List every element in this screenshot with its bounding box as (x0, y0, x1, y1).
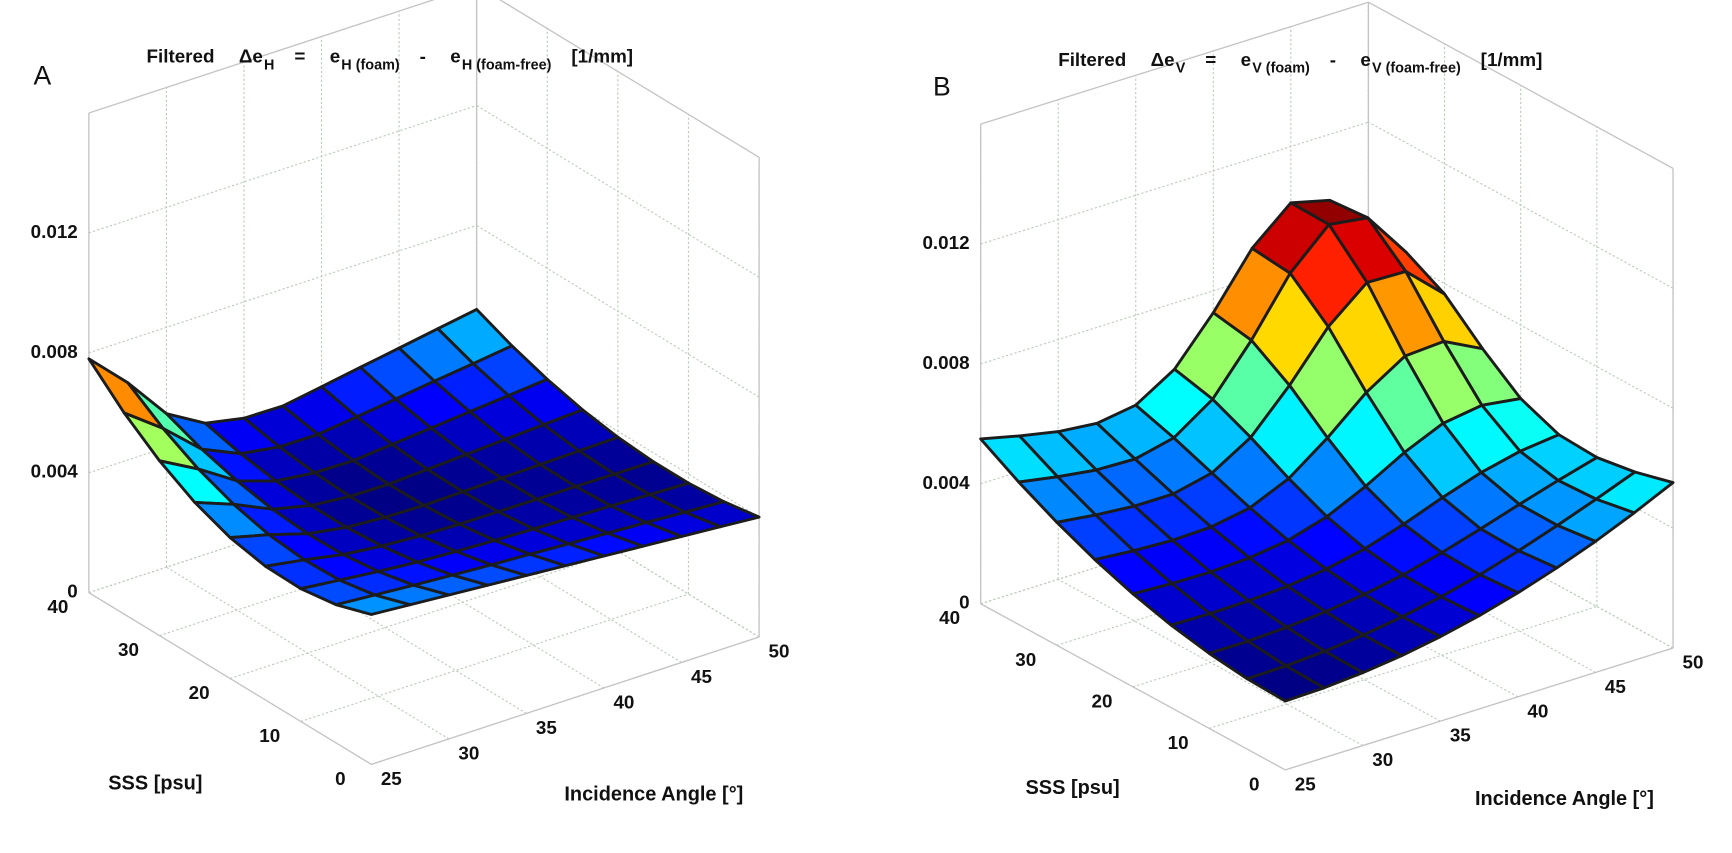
z-tick-label: 0 (67, 581, 77, 602)
title-part: e (330, 46, 340, 67)
title-part: V (1176, 60, 1186, 76)
title-part: - (1330, 49, 1336, 70)
title-part: Filtered (1058, 49, 1126, 70)
y-tick-label: 20 (189, 682, 210, 703)
title-part: H (264, 57, 274, 73)
x-tick-label: 50 (769, 640, 790, 661)
grid-line (88, 224, 477, 354)
x-tick-label: 50 (1682, 652, 1703, 673)
box-edge (1368, 1, 1674, 169)
z-tick-label: 0.008 (922, 352, 969, 373)
box-edge (980, 603, 1286, 771)
surface-face (1245, 664, 1326, 703)
panel-label: B (933, 72, 951, 102)
y-tick-label: 20 (1091, 690, 1112, 711)
y-axis-label: SSS [psu] (1026, 777, 1120, 799)
box-edge (1285, 647, 1674, 771)
title-part: [1/mm] (571, 46, 633, 67)
x-axis-label: Incidence Angle [°] (564, 784, 743, 806)
box-edge (88, 592, 372, 765)
grid-line (1368, 121, 1674, 289)
title-part: V (foam-free) (1372, 60, 1461, 76)
title-part: = (294, 46, 305, 67)
y-tick-label: 0 (335, 768, 345, 789)
box-edge (88, 0, 435, 114)
title-part: Δe (1151, 49, 1175, 70)
x-axis-label: Incidence Angle [°] (1475, 788, 1654, 810)
x-tick-label: 25 (1295, 773, 1316, 794)
grid-line (88, 104, 477, 234)
y-axis-label: SSS [psu] (108, 773, 202, 795)
title-part: [1/mm] (1481, 49, 1543, 70)
y-tick-label: 30 (1015, 649, 1036, 670)
title-part: H (foam-free) (462, 57, 552, 73)
x-tick-label: 40 (1527, 700, 1548, 721)
grid-line (476, 105, 760, 278)
z-tick-label: 0 (959, 592, 969, 613)
title-part: e (450, 46, 460, 67)
grid-line (300, 593, 689, 722)
surface-face (87, 357, 165, 430)
box-edge (499, 0, 760, 158)
y-tick-label: 10 (259, 725, 280, 746)
title-part: = (1205, 49, 1216, 70)
grid-line (229, 550, 619, 680)
title-part: V (foam) (1252, 60, 1310, 76)
x-tick-label: 30 (1372, 749, 1393, 770)
title-part: H (foam) (341, 57, 400, 73)
chart-title: Filtered ΔeV = eV (foam) - eV (foam-free) [1/m… (1058, 49, 1542, 77)
y-tick-label: 0 (1249, 773, 1259, 794)
x-tick-label: 35 (1450, 725, 1471, 746)
grid-line (476, 224, 760, 398)
z-tick-label: 0.008 (31, 341, 78, 362)
x-tick-label: 30 (458, 742, 479, 763)
title-part: - (420, 46, 426, 67)
title-part: e (1360, 49, 1370, 70)
z-tick-label: 0.012 (31, 221, 78, 242)
title-part: Δe (239, 46, 263, 67)
y-tick-label: 40 (939, 607, 960, 628)
grid-line (1208, 605, 1598, 729)
y-tick-label: 40 (47, 596, 68, 617)
y-tick-label: 10 (1168, 732, 1189, 753)
title-part: Filtered (146, 46, 214, 67)
x-tick-label: 40 (613, 691, 634, 712)
x-tick-label: 45 (691, 666, 712, 687)
box-edge (371, 636, 760, 766)
surface-face (334, 593, 412, 616)
panel-label: A (33, 61, 51, 91)
grid-line (980, 121, 1369, 245)
z-tick-label: 0.004 (922, 472, 970, 493)
y-tick-label: 30 (118, 639, 139, 660)
title-part: e (1241, 49, 1251, 70)
box-edge (980, 1, 1369, 125)
chart-title: Filtered ΔeH = eH (foam) - eH (foam-free) [1/m… (146, 46, 633, 74)
z-tick-label: 0.012 (922, 232, 969, 253)
x-tick-label: 35 (536, 717, 557, 738)
z-tick-label: 0.004 (31, 461, 79, 482)
x-tick-label: 45 (1605, 676, 1626, 697)
x-tick-label: 25 (381, 768, 402, 789)
